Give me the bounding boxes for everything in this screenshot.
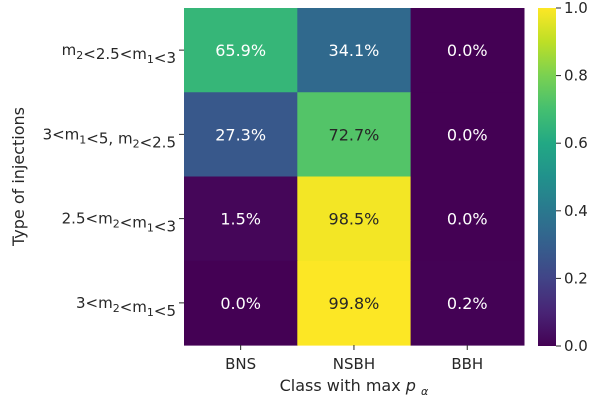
y-tick-label: m2<2.5<m1<3 [62,41,176,67]
heatmap-cell [184,260,298,346]
cell-value-label: 1.5% [220,210,261,229]
heatmap-cells: 65.9% 34.1% 0.0% 27.3% 72.7% 0.0% 1.5% 98.5% 0.0… [184,8,525,346]
x-tick-labels: BNS NSBH BBH [225,345,483,373]
cell-value-label: 98.5% [329,210,380,229]
colorbar-tick-label: 0.4 [564,202,588,220]
heatmap-cell [184,8,298,93]
y-axis-title: Type of injections [9,107,28,247]
colorbar-tick-label: 0.2 [564,269,588,287]
y-tick-labels: m2<2.5<m1<3 3<m1<5, m2<2.5 2.5<m2<m1<3 3<m2… [43,41,184,320]
x-tick-label: NSBH [333,355,375,373]
heatmap-cell [297,8,412,93]
x-axis-title-text: Class with max [280,376,406,395]
x-axis-title: Class with max p α [280,376,429,398]
cell-value-label: 99.8% [329,294,380,313]
heatmap-cell [184,176,298,262]
cell-value-label: 65.9% [215,41,266,60]
heatmap-cell [297,260,412,346]
colorbar-tick-label: 0.8 [564,67,588,85]
heatmap-cell [184,92,298,178]
heatmap-cell [410,260,525,346]
y-tick-label: 3<m1<5, m2<2.5 [43,125,176,151]
cell-value-label: 0.0% [447,41,488,60]
y-tick-label: 2.5<m2<m1<3 [62,210,176,236]
colorbar-tick-label: 0.0 [564,337,588,355]
heatmap-cell [297,176,412,262]
cell-value-label: 0.2% [447,294,488,313]
y-tick-label: 3<m2<m1<5 [76,294,176,320]
heatmap-cell [410,176,525,262]
colorbar-tick-label: 0.6 [564,134,588,152]
x-axis-title-math-sub: α [421,385,429,398]
colorbar-tick-label: 1.0 [564,0,588,17]
heatmap-cell [410,92,525,178]
cell-value-label: 72.7% [329,125,380,144]
cell-value-label: 34.1% [329,41,380,60]
heatmap-cell [297,92,412,178]
x-tick-label: BNS [225,355,256,373]
cell-value-label: 0.0% [447,125,488,144]
x-tick-label: BBH [451,355,483,373]
cell-value-label: 27.3% [215,125,266,144]
cell-value-label: 0.0% [447,210,488,229]
heatmap-cell [410,8,525,93]
cell-value-label: 0.0% [220,294,261,313]
colorbar-gradient [538,8,556,346]
x-axis-title-math: p [405,376,416,395]
colorbar: 0.0 0.2 0.4 0.6 0.8 1.0 [538,0,588,355]
